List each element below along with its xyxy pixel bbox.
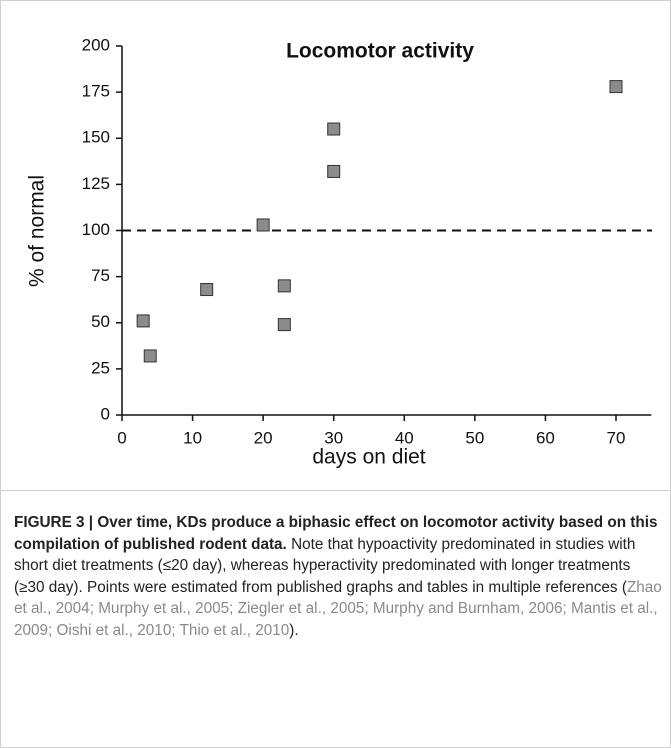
y-tick-label: 175: [82, 82, 110, 101]
point: [200, 283, 214, 297]
x-tick-label: 10: [183, 428, 202, 447]
chart-title: Locomotor activity: [286, 40, 474, 63]
point: [143, 349, 157, 363]
y-tick-label: 75: [91, 266, 110, 285]
x-tick-label: 20: [254, 428, 273, 447]
caption-title: FIGURE 3 | Over time, KDs produce a biph…: [14, 514, 658, 553]
point: [277, 279, 291, 293]
y-tick-label: 100: [82, 220, 110, 239]
caption-body: Note that hypoactivity predominated in s…: [14, 535, 636, 596]
x-tick-label: 70: [607, 428, 626, 447]
point: [327, 164, 341, 178]
point: [136, 314, 150, 328]
point: [327, 122, 341, 136]
caption: FIGURE 3 | Over time, KDs produce a biph…: [14, 512, 662, 641]
x-tick-label: 60: [536, 428, 555, 447]
point: [256, 218, 270, 232]
point: [277, 318, 291, 332]
caption-end: ).: [289, 621, 299, 639]
y-tick-label: 25: [91, 358, 110, 377]
separator: [0, 490, 671, 491]
y-tick-label: 200: [82, 35, 110, 54]
x-axis-label: days on diet: [312, 446, 425, 469]
x-tick-label: 50: [465, 428, 484, 447]
y-tick-label: 0: [101, 404, 110, 423]
x-tick-label: 0: [117, 428, 126, 447]
caption-references: Zhao et al., 2004; Murphy et al., 2005; …: [14, 578, 662, 639]
chart: Locomotor activity days on diet % of nor…: [26, 35, 652, 469]
x-tick-label: 30: [324, 428, 343, 447]
y-tick-label: 50: [91, 312, 110, 331]
x-tick-label: 40: [395, 428, 414, 447]
point: [609, 80, 623, 94]
y-axis-label: % of normal: [26, 175, 49, 287]
y-tick-label: 125: [82, 174, 110, 193]
y-tick-label: 150: [82, 128, 110, 147]
